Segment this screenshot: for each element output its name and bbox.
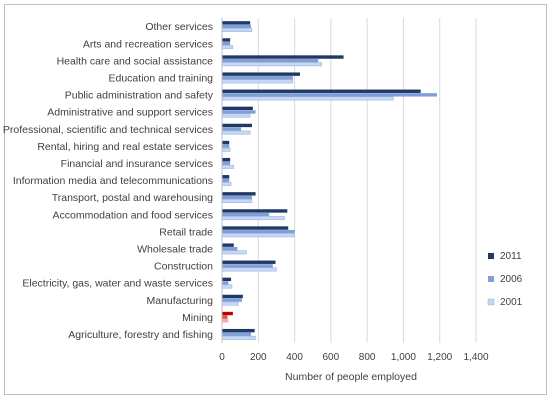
bar-2006-health-care-and-social-assistance xyxy=(222,58,319,63)
bar-2011-accommodation-and-food-services xyxy=(222,209,288,213)
bar-2006-information-media-and-telecommunications xyxy=(222,178,230,183)
category-label: Education and training xyxy=(109,72,214,84)
bar-2006-mining xyxy=(222,315,228,319)
category-label: Administrative and support services xyxy=(47,107,213,119)
bar-2001-professional-scientific-and-technical-services xyxy=(221,130,251,135)
x-tick-label: 1,200 xyxy=(427,352,452,363)
bar-2011-information-media-and-telecommunications xyxy=(222,175,230,179)
legend-swatch-2001 xyxy=(487,298,495,306)
bar-2001-arts-and-recreation-services xyxy=(221,45,234,50)
bar-2001-manufacturing xyxy=(221,301,239,306)
bar-2006-construction xyxy=(222,264,273,268)
x-tick-label: 0 xyxy=(219,352,225,363)
legend-label-2011: 2011 xyxy=(500,251,522,262)
category-label: Transport, postal and warehousing xyxy=(52,192,213,204)
x-axis-title: Number of people employed xyxy=(285,371,417,383)
bar-2001-wholesale-trade xyxy=(221,250,247,255)
x-tick-label: 200 xyxy=(250,352,267,363)
bar-2011-mining xyxy=(222,311,233,316)
bar-2011-rental-hiring-and-real-estate-services xyxy=(222,140,230,145)
legend-label-2006: 2006 xyxy=(500,274,523,285)
category-label: Accommodation and food services xyxy=(53,209,214,221)
x-tick-labels: 0 200 400 600 800 1,000 1,200 1,400 xyxy=(219,352,489,363)
x-tick-label: 600 xyxy=(323,352,340,363)
bar-2001-administrative-and-support-services xyxy=(221,113,251,118)
category-label: Construction xyxy=(154,261,213,273)
bar-2006-retail-trade xyxy=(222,229,295,234)
bar-2001-construction xyxy=(221,267,277,272)
category-label: Electricity, gas, water and waste servic… xyxy=(22,278,213,290)
bar-2001-transport-postal-and-warehousing xyxy=(221,199,253,204)
bar-2006-professional-scientific-and-technical-services xyxy=(222,127,242,131)
bar-2001-agriculture-forestry-and-fishing xyxy=(221,335,256,340)
category-label: Information media and telecommunications xyxy=(13,175,213,187)
bar-2001-information-media-and-telecommunications xyxy=(221,182,232,186)
x-tick-label: 800 xyxy=(359,352,376,363)
bar-2006-arts-and-recreation-services xyxy=(222,41,231,46)
category-label: Retail trade xyxy=(159,226,213,238)
bar-2006-public-administration-and-safety xyxy=(222,93,437,97)
bar-2011-wholesale-trade xyxy=(222,243,234,247)
legend-swatch-2011 xyxy=(488,253,494,259)
bar-2006-rental-hiring-and-real-estate-services xyxy=(222,144,230,148)
category-label: Financial and insurance services xyxy=(61,158,213,170)
x-tick-label: 1,000 xyxy=(391,352,416,363)
bar-2011-transport-postal-and-warehousing xyxy=(222,192,256,196)
category-label: Rental, hiring and real estate services xyxy=(37,141,213,153)
bar-2001-health-care-and-social-assistance xyxy=(221,62,323,67)
bar-2011-education-and-training xyxy=(222,72,301,76)
bar-2011-electricity-gas-water-and-waste-services xyxy=(222,277,232,282)
bar-2011-manufacturing xyxy=(222,294,243,299)
bar-2006-manufacturing xyxy=(222,298,242,302)
bar-2011-other-services xyxy=(222,21,251,25)
category-label: Wholesale trade xyxy=(137,243,213,255)
category-label: Other services xyxy=(145,21,213,33)
category-labels: Other services Arts and recreation servic… xyxy=(3,21,214,341)
bar-2001-retail-trade xyxy=(221,233,295,238)
legend-swatch-2006 xyxy=(488,276,494,282)
bar-2001-public-administration-and-safety xyxy=(221,96,394,101)
bar-2001-mining xyxy=(222,319,229,323)
bar-2011-arts-and-recreation-services xyxy=(222,38,231,42)
category-label: Health care and social assistance xyxy=(57,55,214,67)
bar-2001-education-and-training xyxy=(221,79,294,84)
gridlines xyxy=(257,18,477,343)
legend-label-2001: 2001 xyxy=(500,297,523,308)
bar-2006-wholesale-trade xyxy=(222,247,238,251)
x-tick-label: 1,400 xyxy=(463,352,488,363)
bar-2011-health-care-and-social-assistance xyxy=(222,55,344,59)
x-tick-label: 400 xyxy=(286,352,303,363)
bar-2006-accommodation-and-food-services xyxy=(222,212,270,217)
bar-2006-financial-and-insurance-services xyxy=(222,161,231,165)
bars xyxy=(221,21,437,340)
category-label: Mining xyxy=(182,312,213,324)
bar-2006-transport-postal-and-warehousing xyxy=(222,195,252,200)
category-label: Professional, scientific and technical s… xyxy=(3,124,213,136)
category-label: Arts and recreation services xyxy=(83,38,213,50)
chart-frame xyxy=(4,4,547,395)
category-label: Manufacturing xyxy=(146,295,213,307)
bar-2001-financial-and-insurance-services xyxy=(221,164,235,169)
category-label: Public administration and safety xyxy=(65,90,214,102)
bar-2001-accommodation-and-food-services xyxy=(221,216,285,221)
bar-2011-public-administration-and-safety xyxy=(222,89,421,93)
bar-2011-construction xyxy=(222,260,276,264)
bar-2011-administrative-and-support-services xyxy=(222,106,253,111)
bar-2006-education-and-training xyxy=(222,76,293,80)
bar-2001-rental-hiring-and-real-estate-services xyxy=(221,147,231,152)
category-label: Agriculture, forestry and fishing xyxy=(68,329,213,341)
bar-2006-administrative-and-support-services xyxy=(222,110,256,114)
bar-2006-agriculture-forestry-and-fishing xyxy=(222,332,252,336)
legend: 2011 2006 2001 xyxy=(487,251,523,308)
bar-2006-other-services xyxy=(222,24,252,29)
bar-2011-retail-trade xyxy=(222,226,289,230)
bar-2011-agriculture-forestry-and-fishing xyxy=(222,328,255,333)
bar-2006-electricity-gas-water-and-waste-services xyxy=(222,281,229,285)
bar-2011-financial-and-insurance-services xyxy=(222,157,231,162)
bar-2011-professional-scientific-and-technical-services xyxy=(222,123,252,128)
bar-2001-other-services xyxy=(221,28,253,33)
bar-2001-electricity-gas-water-and-waste-services xyxy=(221,284,233,289)
